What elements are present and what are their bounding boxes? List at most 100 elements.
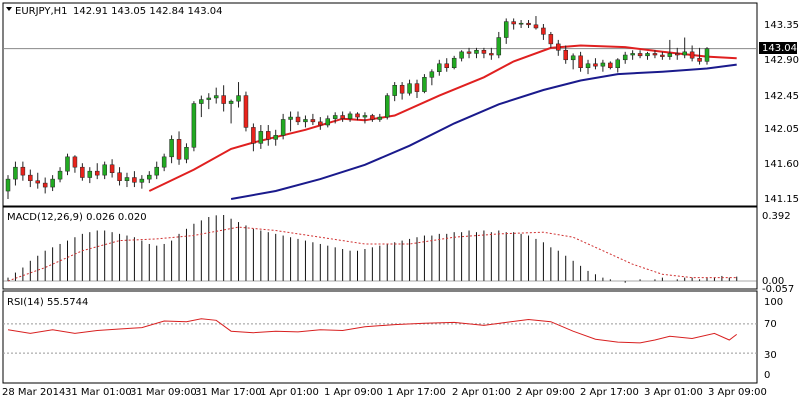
- candle-body: [689, 51, 695, 59]
- current-price-tag: [759, 42, 797, 54]
- candle-body: [280, 119, 286, 136]
- candle-body: [459, 51, 464, 59]
- candle-body: [124, 177, 130, 181]
- candle-body: [355, 113, 360, 118]
- candle-body: [13, 166, 18, 180]
- candle-body: [191, 103, 197, 148]
- candle-body: [213, 95, 219, 99]
- candle-body: [578, 55, 583, 68]
- candle-body: [489, 53, 494, 56]
- rsi-scale-label: 70: [764, 319, 777, 330]
- candle-body: [80, 166, 85, 178]
- candle-body: [660, 54, 665, 57]
- price-tick-label: 142.45: [764, 91, 799, 102]
- candle-body: [332, 115, 338, 119]
- rsi-scale-label: 30: [764, 350, 777, 361]
- rsi-title: RSI(14) 55.5744: [7, 297, 88, 308]
- price-tick-label: 141.15: [764, 194, 799, 205]
- candle-body: [266, 131, 271, 140]
- time-tick-label: 31 Mar 17:00: [195, 387, 262, 398]
- candle-body: [295, 116, 301, 123]
- candle-body: [637, 53, 643, 57]
- candle-body: [444, 63, 449, 69]
- candle-body: [102, 164, 107, 176]
- candle-body: [273, 135, 278, 140]
- candle-body: [600, 62, 606, 67]
- candle-body: [65, 156, 70, 172]
- candle-body: [154, 166, 159, 176]
- candle-body: [28, 174, 33, 181]
- candle-body: [392, 85, 397, 96]
- rsi-scale-label: 0: [764, 370, 770, 381]
- candle-body: [414, 83, 420, 92]
- candle-body: [474, 50, 479, 54]
- macd-scale-label: 0.00: [762, 276, 784, 287]
- candle-body: [563, 50, 568, 61]
- candle-body: [622, 54, 628, 61]
- chart-menu-arrow-icon[interactable]: [6, 7, 12, 11]
- candle-body: [139, 178, 145, 183]
- rsi-scale-label: 100: [764, 297, 783, 308]
- time-tick-label: 31 Mar 09:00: [130, 387, 197, 398]
- candle-body: [20, 166, 26, 176]
- candle-body: [169, 139, 174, 158]
- candle-body: [570, 55, 576, 61]
- candle-body: [437, 63, 442, 72]
- candle-body: [608, 62, 613, 68]
- candle-body: [288, 116, 293, 120]
- price-tick-label: 141.60: [764, 159, 799, 170]
- fast-moving-average-line: [148, 44, 737, 192]
- macd-title: MACD(12,26,9) 0.026 0.020: [7, 212, 147, 223]
- candle-body: [72, 156, 78, 168]
- candle-body: [57, 170, 63, 180]
- candle-body: [503, 21, 509, 38]
- candle-body: [466, 51, 472, 54]
- candle-body: [109, 164, 115, 174]
- candle-body: [593, 63, 598, 67]
- candle-body: [399, 85, 405, 94]
- candle-body: [615, 59, 621, 69]
- candle-body: [541, 27, 546, 35]
- price-tick-label: 143.35: [764, 20, 799, 31]
- candle-body: [35, 180, 40, 184]
- candle-body: [682, 51, 687, 56]
- candle-body: [184, 147, 189, 160]
- candle-body: [496, 37, 502, 56]
- time-tick-label: 1 Apr 17:00: [387, 387, 446, 398]
- candle-body: [407, 83, 412, 94]
- time-tick-label: 1 Apr 09:00: [324, 387, 383, 398]
- rsi-line: [7, 318, 738, 344]
- symbol-label: EURJPY,H1: [15, 6, 68, 17]
- candle-body: [585, 63, 591, 69]
- candle-body: [251, 127, 256, 144]
- candle-body: [340, 115, 345, 119]
- candle-body: [310, 119, 316, 123]
- candle-body: [548, 34, 554, 45]
- candle-body: [645, 53, 650, 57]
- candle-body: [117, 172, 122, 181]
- candle-body: [556, 43, 561, 51]
- candle-body: [511, 21, 516, 25]
- candle-body: [5, 178, 11, 192]
- candle-body: [675, 53, 680, 56]
- candle-body: [236, 95, 241, 102]
- candle-body: [630, 53, 635, 56]
- candle-body: [652, 53, 658, 56]
- candle-body: [377, 116, 383, 120]
- candle-body: [370, 115, 375, 120]
- candle-body: [132, 177, 137, 183]
- candle-body: [176, 139, 182, 160]
- slow-moving-average-line: [230, 63, 737, 200]
- rsi-panel-frame: [2, 290, 758, 384]
- candle-body: [87, 170, 93, 178]
- macd-signal-line: [7, 226, 737, 282]
- candle-body: [325, 118, 331, 126]
- candle-body: [199, 99, 204, 104]
- candle-body: [518, 22, 524, 25]
- time-tick-label: 2 Apr 01:00: [452, 387, 511, 398]
- current-price-label: 143.04: [762, 43, 797, 54]
- time-tick-label: 2 Apr 17:00: [580, 387, 639, 398]
- price-axis: 143.35 142.90 142.45 142.05 141.60 141.1…: [764, 20, 799, 205]
